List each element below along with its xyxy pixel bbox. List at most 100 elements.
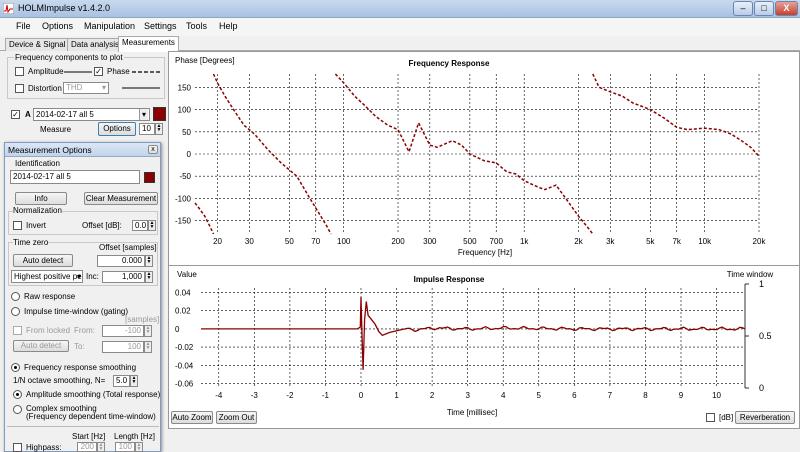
measurement-color-swatch[interactable] — [153, 107, 166, 121]
auto-zoom-button[interactable]: Auto Zoom — [171, 411, 213, 424]
to-spinner[interactable]: ▲ ▼ — [144, 341, 152, 353]
ir-xtick-label: -4 — [215, 391, 223, 400]
ir-right-tick-label: 1 — [759, 279, 764, 289]
tab-measurements[interactable]: Measurements — [118, 36, 179, 52]
highpass-length-spinner[interactable]: ▲ ▼ — [135, 442, 143, 452]
impulse-response-chart[interactable]: Value Impulse Response Time window Time … — [169, 266, 799, 430]
chevron-down-icon: ▾ — [139, 109, 148, 120]
ir-ytick-label: -0.02 — [175, 343, 194, 352]
offset-db-label: Offset [dB]: — [82, 221, 122, 230]
invert-label: Invert — [26, 221, 47, 230]
amplitude-line-style — [64, 71, 92, 73]
to-field[interactable]: 100 — [102, 341, 144, 353]
offset-samples-field[interactable]: 0.000 — [97, 255, 145, 267]
fr-xtick-label: 3k — [606, 237, 615, 246]
menu-bar: File Options Manipulation Settings Tools… — [0, 18, 800, 36]
measurement-select[interactable]: 2014-02-17 all 5 ▾ — [33, 108, 150, 121]
peak-select[interactable]: Highest positive pe ▾ — [11, 270, 83, 283]
menu-file[interactable]: File — [16, 21, 31, 31]
menu-settings[interactable]: Settings — [144, 21, 177, 31]
minimize-button[interactable]: – — [733, 1, 753, 16]
octave-smoothing-field[interactable]: 5.0 — [113, 375, 130, 387]
inc-field[interactable]: 1,000 — [102, 271, 145, 283]
measure-label: Measure — [40, 125, 72, 134]
menu-help[interactable]: Help — [219, 21, 238, 31]
ir-xtick-label: 1 — [394, 391, 399, 400]
ir-title: Impulse Response — [414, 275, 485, 284]
fr-xtick-label: 50 — [285, 237, 294, 246]
invert-checkbox[interactable] — [13, 221, 22, 230]
phase-checkbox[interactable]: ✓ — [94, 67, 103, 76]
normalization-label: Normalization — [13, 206, 62, 215]
identification-color-swatch[interactable] — [144, 172, 155, 183]
auto-detect-button[interactable]: Auto detect — [13, 254, 73, 267]
ir-xtick-label: -2 — [286, 391, 294, 400]
inc-spinner[interactable]: ▲ ▼ — [145, 271, 153, 283]
complex-smoothing-radio[interactable] — [13, 405, 22, 414]
ir-xtick-label: 9 — [679, 391, 684, 400]
identification-field[interactable]: 2014-02-17 all 5 — [10, 170, 140, 184]
menu-options[interactable]: Options — [42, 21, 74, 31]
fr-ytick-label: 150 — [178, 83, 192, 92]
amplitude-checkbox[interactable] — [15, 67, 24, 76]
samples-label: [samples] — [125, 315, 160, 324]
raw-response-radio[interactable] — [11, 292, 20, 301]
title-bar: HOLMImpulse v1.4.2.0 – □ X — [0, 0, 800, 18]
ir-right-tick-label: 0.5 — [759, 331, 772, 341]
amplitude-smoothing-radio[interactable] — [13, 390, 22, 399]
ir-xtick-label: 0 — [359, 391, 364, 400]
clear-measurement-button[interactable]: Clear Measurement — [84, 192, 158, 205]
offset-samples-label: Offset [samples] — [99, 243, 157, 252]
ir-ytick-label: -0.06 — [175, 379, 194, 388]
offset-db-field[interactable]: 0.0 — [132, 220, 148, 231]
db-checkbox[interactable] — [706, 413, 715, 422]
highpass-start-spinner[interactable]: ▲ ▼ — [97, 442, 105, 452]
fr-xtick-label: 100 — [337, 237, 351, 246]
highpass-label: Highpass: — [26, 443, 62, 452]
impulse-window-radio[interactable] — [11, 307, 20, 316]
fr-xtick-label: 20k — [753, 237, 767, 246]
ir-ylabel: Value — [177, 270, 197, 279]
distortion-select[interactable]: THD ▾ — [63, 82, 109, 94]
freq-smoothing-radio[interactable] — [11, 363, 20, 372]
tab-device-signal[interactable]: Device & Signal — [5, 38, 70, 51]
phase-line-style — [132, 71, 162, 73]
distortion-line-style — [122, 87, 160, 89]
highpass-start-field[interactable]: 200 — [77, 442, 97, 452]
options-button[interactable]: Options — [98, 122, 136, 136]
highpass-length-field[interactable]: 100 — [115, 442, 135, 452]
info-button[interactable]: Info — [15, 192, 67, 205]
highpass-checkbox[interactable] — [13, 443, 22, 452]
measurement-a-checkbox[interactable]: ✓ — [11, 110, 20, 119]
count-spinner[interactable]: ▲ ▼ — [155, 123, 163, 135]
frequency-response-chart[interactable]: Phase [Degrees] Frequency Response Frequ… — [169, 52, 799, 264]
divider — [7, 426, 159, 427]
impulse-window-label: Impulse time-window (gating) — [24, 307, 129, 316]
zoom-out-button[interactable]: Zoom Out — [216, 411, 257, 424]
maximize-button[interactable]: □ — [754, 1, 774, 16]
offset-db-spinner[interactable]: ▲ ▼ — [148, 220, 156, 231]
plot-bottom-bar: Auto Zoom Zoom Out [dB] Reverberation — [168, 411, 800, 452]
time-zero-label: Time zero — [13, 238, 49, 247]
raw-response-label: Raw response — [24, 292, 76, 301]
from-locked-checkbox[interactable] — [13, 326, 22, 335]
offset-samples-spinner[interactable]: ▲ ▼ — [145, 255, 153, 267]
reverberation-button[interactable]: Reverberation — [735, 411, 795, 424]
ir-xtick-label: 4 — [501, 391, 506, 400]
from-spinner[interactable]: ▲ ▼ — [144, 325, 152, 337]
menu-manipulation[interactable]: Manipulation — [84, 21, 136, 31]
options-window-titlebar: Measurement Options x — [5, 143, 160, 157]
tab-data-analysis[interactable]: Data analysis — [67, 38, 124, 51]
auto-detect-gating-button[interactable]: Auto detect — [13, 340, 69, 352]
octave-smoothing-spinner[interactable]: ▲ ▼ — [130, 375, 138, 387]
from-locked-label: From locked — [26, 326, 71, 335]
measurement-count[interactable]: 10 — [139, 123, 155, 135]
options-close-button[interactable]: x — [148, 145, 158, 154]
close-button[interactable]: X — [775, 1, 798, 16]
ir-impulse-line — [201, 297, 746, 370]
from-field[interactable]: -100 — [102, 325, 144, 337]
complex-smoothing-sublabel: (Frequency dependent time-window) — [26, 412, 156, 421]
menu-tools[interactable]: Tools — [186, 21, 208, 31]
fr-xtick-label: 20 — [213, 237, 222, 246]
distortion-checkbox[interactable] — [15, 84, 24, 93]
